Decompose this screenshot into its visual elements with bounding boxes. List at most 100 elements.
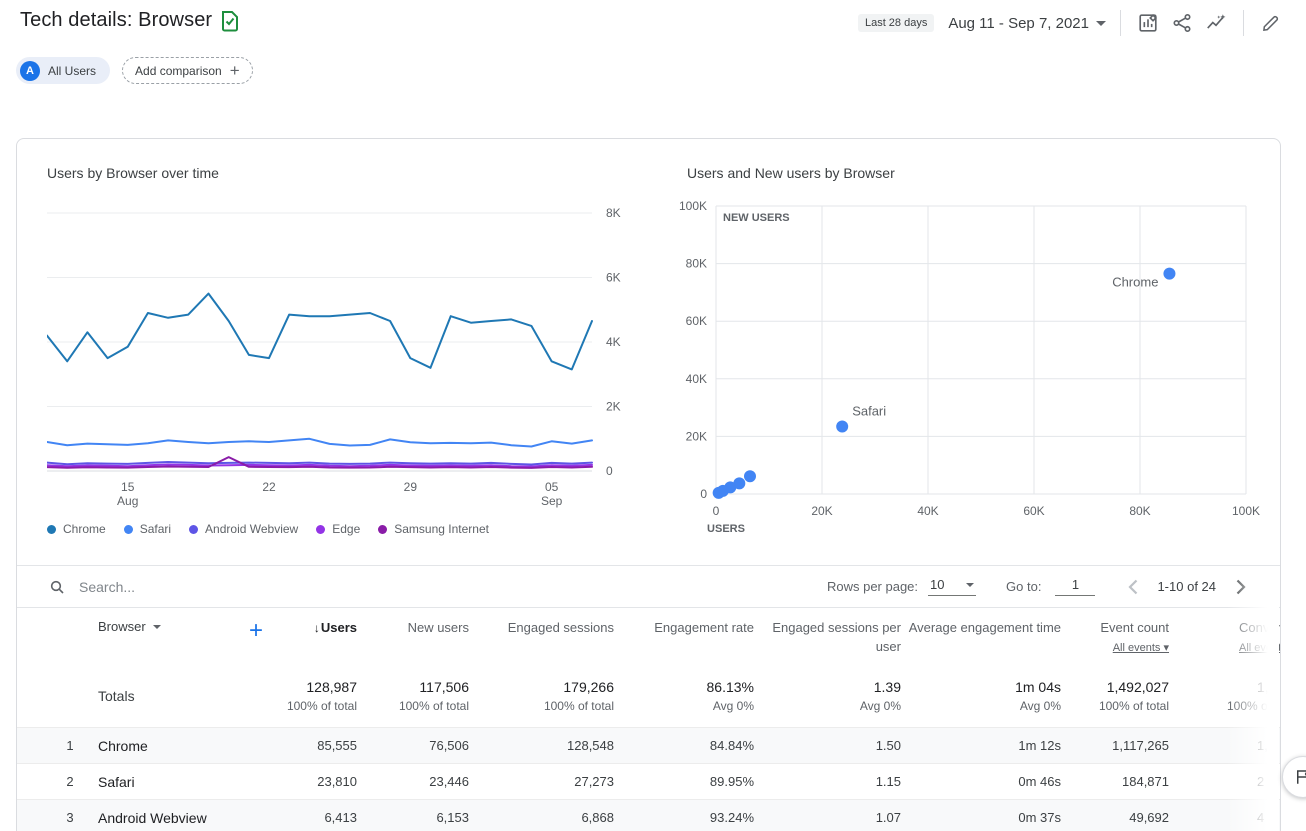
legend-label: Android Webview xyxy=(205,522,298,536)
column-header[interactable]: New users xyxy=(357,619,469,638)
rows-per-page-select[interactable]: 10 xyxy=(928,577,976,596)
metric-cell: 6,868 xyxy=(469,810,614,825)
table-header-row: Browser+↓UsersNew usersEngaged sessionsE… xyxy=(17,609,1281,665)
totals-cell: 1m 04sAvg 0% xyxy=(901,679,1061,713)
share-button[interactable] xyxy=(1165,6,1199,40)
svg-text:22: 22 xyxy=(262,480,276,494)
svg-text:60K: 60K xyxy=(686,314,707,328)
add-dimension-button[interactable]: + xyxy=(238,619,274,643)
table-toolbar: Rows per page: 10 Go to: 1 1-10 of 24 xyxy=(17,565,1280,608)
column-header[interactable]: Average engagement time xyxy=(901,619,1061,638)
comparison-bar: A All Users Add comparison + xyxy=(16,57,253,84)
column-header[interactable]: ConversionsAll events ▾ xyxy=(1169,619,1281,657)
table-row[interactable]: 2Safari23,81023,44627,27389.95%1.150m 46… xyxy=(17,763,1281,799)
top-bar: Tech details: Browser Last 28 days Aug 1… xyxy=(0,0,1306,48)
svg-text:80K: 80K xyxy=(1129,504,1150,518)
date-range-selector[interactable]: Aug 11 - Sep 7, 2021 xyxy=(944,9,1110,38)
totals-label: Totals xyxy=(89,688,238,704)
metric-cell: 23,446 xyxy=(357,774,469,789)
column-header[interactable]: Engaged sessions per user xyxy=(754,619,901,657)
flag-icon xyxy=(1294,768,1306,786)
insights-button[interactable] xyxy=(1199,6,1233,40)
metric-cell: 1.07 xyxy=(754,810,901,825)
pagination-range: 1-10 of 24 xyxy=(1157,579,1216,594)
chevron-down-icon xyxy=(966,583,974,587)
previous-page-button[interactable] xyxy=(1119,573,1147,601)
legend-label: Edge xyxy=(332,522,360,536)
goto-page-input[interactable]: 1 xyxy=(1055,577,1095,596)
metric-cell: 1m 12s xyxy=(901,738,1061,753)
chevron-right-icon xyxy=(1235,579,1246,595)
legend-item: Safari xyxy=(124,522,171,536)
insights-icon xyxy=(1205,12,1227,34)
column-header[interactable]: Engagement rate xyxy=(614,619,754,638)
customize-report-button[interactable] xyxy=(1131,6,1165,40)
page-title: Tech details: Browser xyxy=(20,9,212,32)
svg-text:0: 0 xyxy=(700,487,707,501)
legend-item: Android Webview xyxy=(189,522,298,536)
all-users-label: All Users xyxy=(48,64,96,78)
search-icon xyxy=(49,579,65,595)
metric-cell: 1.15 xyxy=(754,774,901,789)
totals-cell: 1,492,027100% of total xyxy=(1061,679,1169,713)
events-filter-link[interactable]: All events ▾ xyxy=(1239,641,1281,657)
svg-text:0: 0 xyxy=(606,464,613,478)
metric-cell: 84.84% xyxy=(614,738,754,753)
totals-cell: 179,266100% of total xyxy=(469,679,614,713)
metric-cell: 1,0 xyxy=(1169,738,1281,753)
metric-cell: 1.50 xyxy=(754,738,901,753)
customize-report-icon xyxy=(1137,12,1159,34)
svg-text:USERS: USERS xyxy=(707,523,745,535)
events-filter-link[interactable]: All events ▾ xyxy=(1061,641,1169,657)
metric-cell: 6,153 xyxy=(357,810,469,825)
scatter-chart-title: Users and New users by Browser xyxy=(687,165,895,181)
feedback-button[interactable] xyxy=(1282,756,1306,798)
add-comparison-button[interactable]: Add comparison + xyxy=(122,57,253,84)
browser-name: Android Webview xyxy=(89,810,238,826)
rows-per-page-label: Rows per page: xyxy=(827,579,918,594)
next-page-button[interactable] xyxy=(1226,573,1254,601)
edit-button[interactable] xyxy=(1254,6,1288,40)
divider xyxy=(1243,10,1244,36)
svg-text:40K: 40K xyxy=(917,504,938,518)
svg-text:4K: 4K xyxy=(606,335,621,349)
legend-dot-icon xyxy=(189,525,198,534)
column-header[interactable]: Event countAll events ▾ xyxy=(1061,619,1169,657)
chevron-down-icon xyxy=(1096,21,1106,26)
totals-cell: 1.39Avg 0% xyxy=(754,679,901,713)
goto-label: Go to: xyxy=(1006,579,1041,594)
svg-text:15: 15 xyxy=(121,480,135,494)
svg-text:6K: 6K xyxy=(606,271,621,285)
legend-item: Edge xyxy=(316,522,360,536)
column-header[interactable]: ↓Users xyxy=(274,619,357,638)
svg-text:29: 29 xyxy=(404,480,418,494)
svg-text:05: 05 xyxy=(545,480,559,494)
report-check-icon xyxy=(220,10,240,32)
metric-cell: 49,692 xyxy=(1061,810,1169,825)
metric-cell: 89.95% xyxy=(614,774,754,789)
column-header[interactable]: Engaged sessions xyxy=(469,619,614,638)
search-input[interactable] xyxy=(79,579,379,595)
metric-cell: 2 xyxy=(1169,774,1281,789)
svg-text:Sep: Sep xyxy=(541,494,563,508)
table-row[interactable]: 1Chrome85,55576,506128,54884.84%1.501m 1… xyxy=(17,727,1281,763)
column-header-browser[interactable]: Browser xyxy=(89,619,238,634)
totals-cell: 86.13%Avg 0% xyxy=(614,679,754,713)
browser-metrics-table: Browser+↓UsersNew usersEngaged sessionsE… xyxy=(17,609,1281,831)
chevron-left-icon xyxy=(1128,579,1139,595)
date-preset-badge: Last 28 days xyxy=(858,14,934,32)
line-chart-title: Users by Browser over time xyxy=(47,165,219,181)
metric-cell: 85,555 xyxy=(274,738,357,753)
browser-name: Safari xyxy=(89,774,238,790)
legend-dot-icon xyxy=(47,525,56,534)
metric-cell: 0m 37s xyxy=(901,810,1061,825)
add-comparison-label: Add comparison xyxy=(135,64,222,78)
row-number: 2 xyxy=(51,774,89,789)
all-users-chip[interactable]: A All Users xyxy=(16,57,110,84)
metric-cell: 23,810 xyxy=(274,774,357,789)
legend-label: Safari xyxy=(140,522,171,536)
avatar: A xyxy=(20,61,40,81)
table-row[interactable]: 3Android Webview6,4136,1536,86893.24%1.0… xyxy=(17,799,1281,831)
svg-text:Safari: Safari xyxy=(852,403,886,418)
svg-text:Chrome: Chrome xyxy=(1112,275,1158,290)
